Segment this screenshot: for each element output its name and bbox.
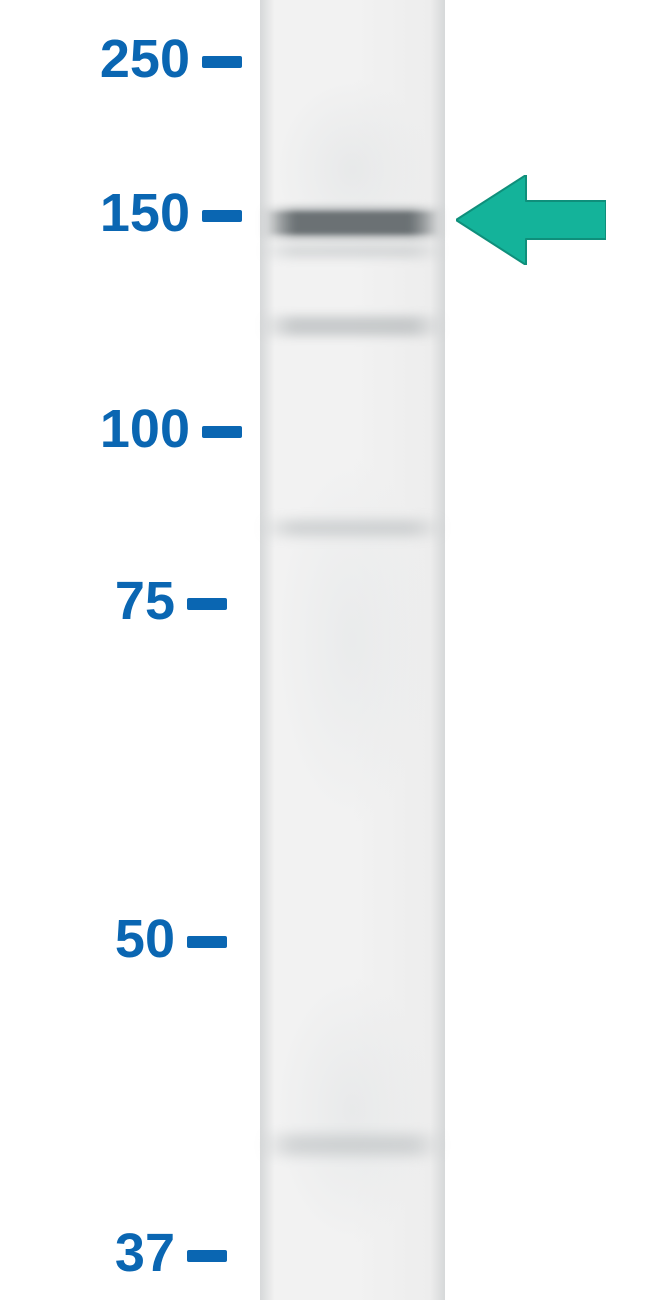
- marker-label: 100: [100, 398, 190, 460]
- lane-noise: [260, 920, 445, 1300]
- marker-label: 50: [115, 908, 175, 970]
- protein-band: [260, 520, 445, 536]
- lane-noise: [260, 40, 445, 300]
- marker-dash-icon: [187, 936, 227, 948]
- marker-label: 75: [115, 570, 175, 632]
- marker-label: 250: [100, 28, 190, 90]
- marker-dash-icon: [202, 210, 242, 222]
- marker-dash-icon: [187, 598, 227, 610]
- marker-label: 150: [100, 182, 190, 244]
- protein-band: [260, 244, 445, 258]
- marker-dash-icon: [202, 56, 242, 68]
- blot-lane: [260, 0, 445, 1300]
- lane-noise: [260, 380, 445, 900]
- marker-dash-icon: [202, 426, 242, 438]
- marker-dash-icon: [187, 1250, 227, 1262]
- protein-band: [260, 1134, 445, 1156]
- protein-band: [260, 316, 445, 336]
- marker-label: 37: [115, 1222, 175, 1284]
- target-band-arrow-icon: [456, 175, 606, 265]
- protein-band-core: [260, 212, 445, 234]
- western-blot-figure: 250 150 100 75 50 37: [0, 0, 650, 1300]
